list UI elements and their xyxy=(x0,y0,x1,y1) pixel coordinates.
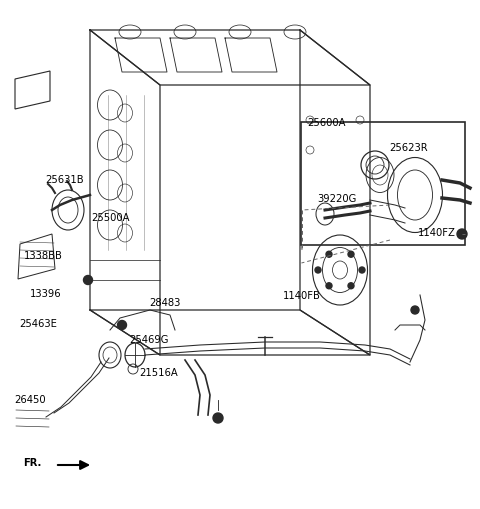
Text: 13396: 13396 xyxy=(30,289,61,299)
Circle shape xyxy=(359,267,365,273)
Text: 39220G: 39220G xyxy=(317,193,356,204)
Text: 1140FB: 1140FB xyxy=(283,291,321,301)
Text: 25600A: 25600A xyxy=(307,118,346,128)
Circle shape xyxy=(348,251,354,257)
Circle shape xyxy=(326,283,332,289)
Text: 25623R: 25623R xyxy=(389,143,427,153)
Text: 28483: 28483 xyxy=(149,298,180,308)
Text: 21516A: 21516A xyxy=(139,367,178,378)
Text: 1140FZ: 1140FZ xyxy=(418,228,456,238)
Text: 25469G: 25469G xyxy=(130,335,169,345)
Text: 25463E: 25463E xyxy=(19,319,57,329)
Text: 25500A: 25500A xyxy=(91,213,130,223)
Bar xyxy=(301,122,465,245)
Text: 25631B: 25631B xyxy=(46,175,84,185)
Circle shape xyxy=(84,275,93,285)
Text: 26450: 26450 xyxy=(14,394,46,405)
Circle shape xyxy=(326,251,332,257)
Circle shape xyxy=(315,267,321,273)
Circle shape xyxy=(348,283,354,289)
Circle shape xyxy=(118,321,127,329)
Text: 1338BB: 1338BB xyxy=(24,250,63,261)
Text: FR.: FR. xyxy=(23,458,41,468)
Circle shape xyxy=(213,413,223,423)
Circle shape xyxy=(457,229,467,239)
Circle shape xyxy=(411,306,419,314)
